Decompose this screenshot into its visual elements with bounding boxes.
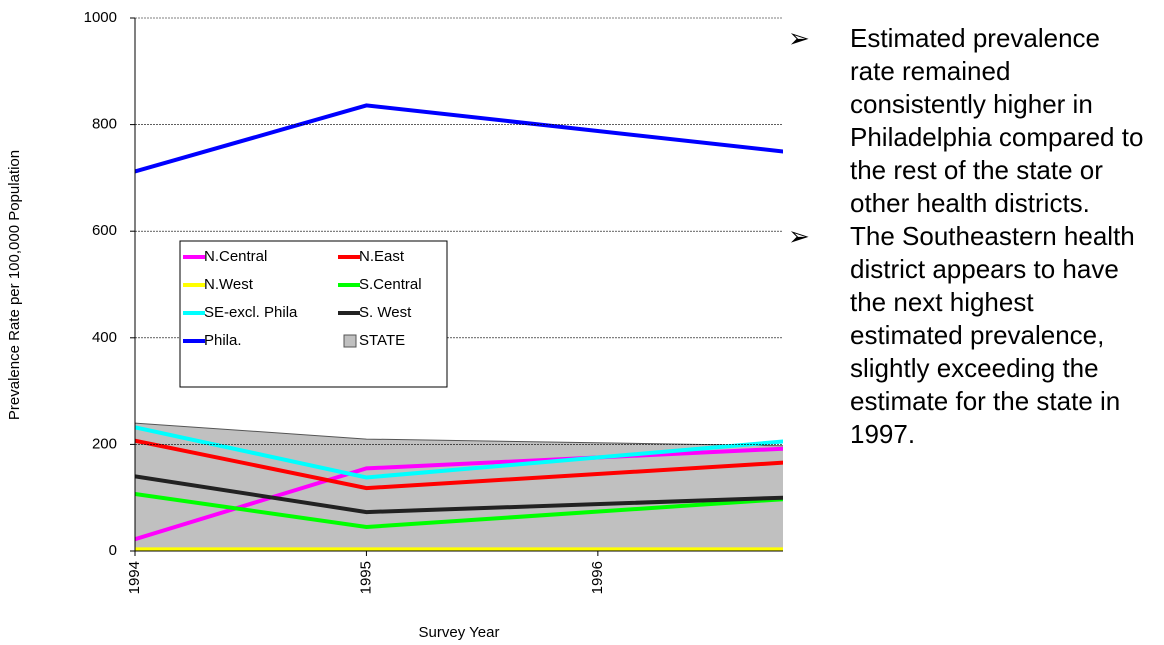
- area: [135, 422, 783, 552]
- legend-label: N.East: [359, 248, 405, 265]
- bullet-item: ➢ Estimated prevalence rate remained cons…: [788, 22, 1158, 220]
- legend: N.Central N.East N.West S.Central SE-excl. P…: [179, 240, 448, 388]
- line: [135, 425, 783, 480]
- bullet-text: Estimated prevalence rate remained consi…: [850, 23, 1144, 218]
- x-tick-label: 1994: [126, 561, 143, 594]
- legend-label: N.West: [204, 276, 254, 293]
- legend-label: Phila.: [204, 332, 242, 349]
- y-tick-label: 1000: [84, 9, 117, 26]
- y-tick-label: 0: [109, 542, 117, 559]
- legend-label: S.Central: [359, 276, 422, 293]
- bullet-text: The Southeastern health district appears…: [850, 221, 1135, 449]
- x-tick-label: 1995: [357, 561, 374, 594]
- bullet-mark: ➢: [788, 23, 810, 53]
- line: [135, 474, 783, 515]
- legend-label: STATE: [359, 332, 405, 349]
- legend-swatch: [343, 334, 357, 348]
- y-tick-label: 400: [92, 329, 117, 346]
- bullet-item: ➢ The Southeastern health district appear…: [788, 220, 1158, 451]
- legend-label: SE-excl. Phila: [204, 304, 298, 321]
- x-axis-title: Survey Year: [419, 624, 500, 641]
- line: [135, 438, 783, 491]
- y-tick-label: 800: [92, 116, 117, 133]
- line: [135, 446, 783, 542]
- legend-box: [179, 240, 448, 388]
- y-axis-title: Prevalence Rate per 100,000 Population: [6, 150, 23, 420]
- legend-label: S. West: [359, 304, 412, 321]
- line: [135, 491, 783, 530]
- bullet-mark: ➢: [788, 221, 810, 251]
- y-tick-label: 200: [92, 435, 117, 452]
- y-tick-label: 600: [92, 222, 117, 239]
- series-group: [135, 103, 783, 552]
- notes: ➢ Estimated prevalence rate remained cons…: [788, 22, 1158, 645]
- x-tick-label: 1996: [589, 561, 606, 594]
- plot-area: [135, 103, 783, 552]
- chart: Prevalence Rate per 100,000 Population S…: [6, 9, 783, 641]
- line: [135, 103, 783, 174]
- legend-label: N.Central: [204, 248, 267, 265]
